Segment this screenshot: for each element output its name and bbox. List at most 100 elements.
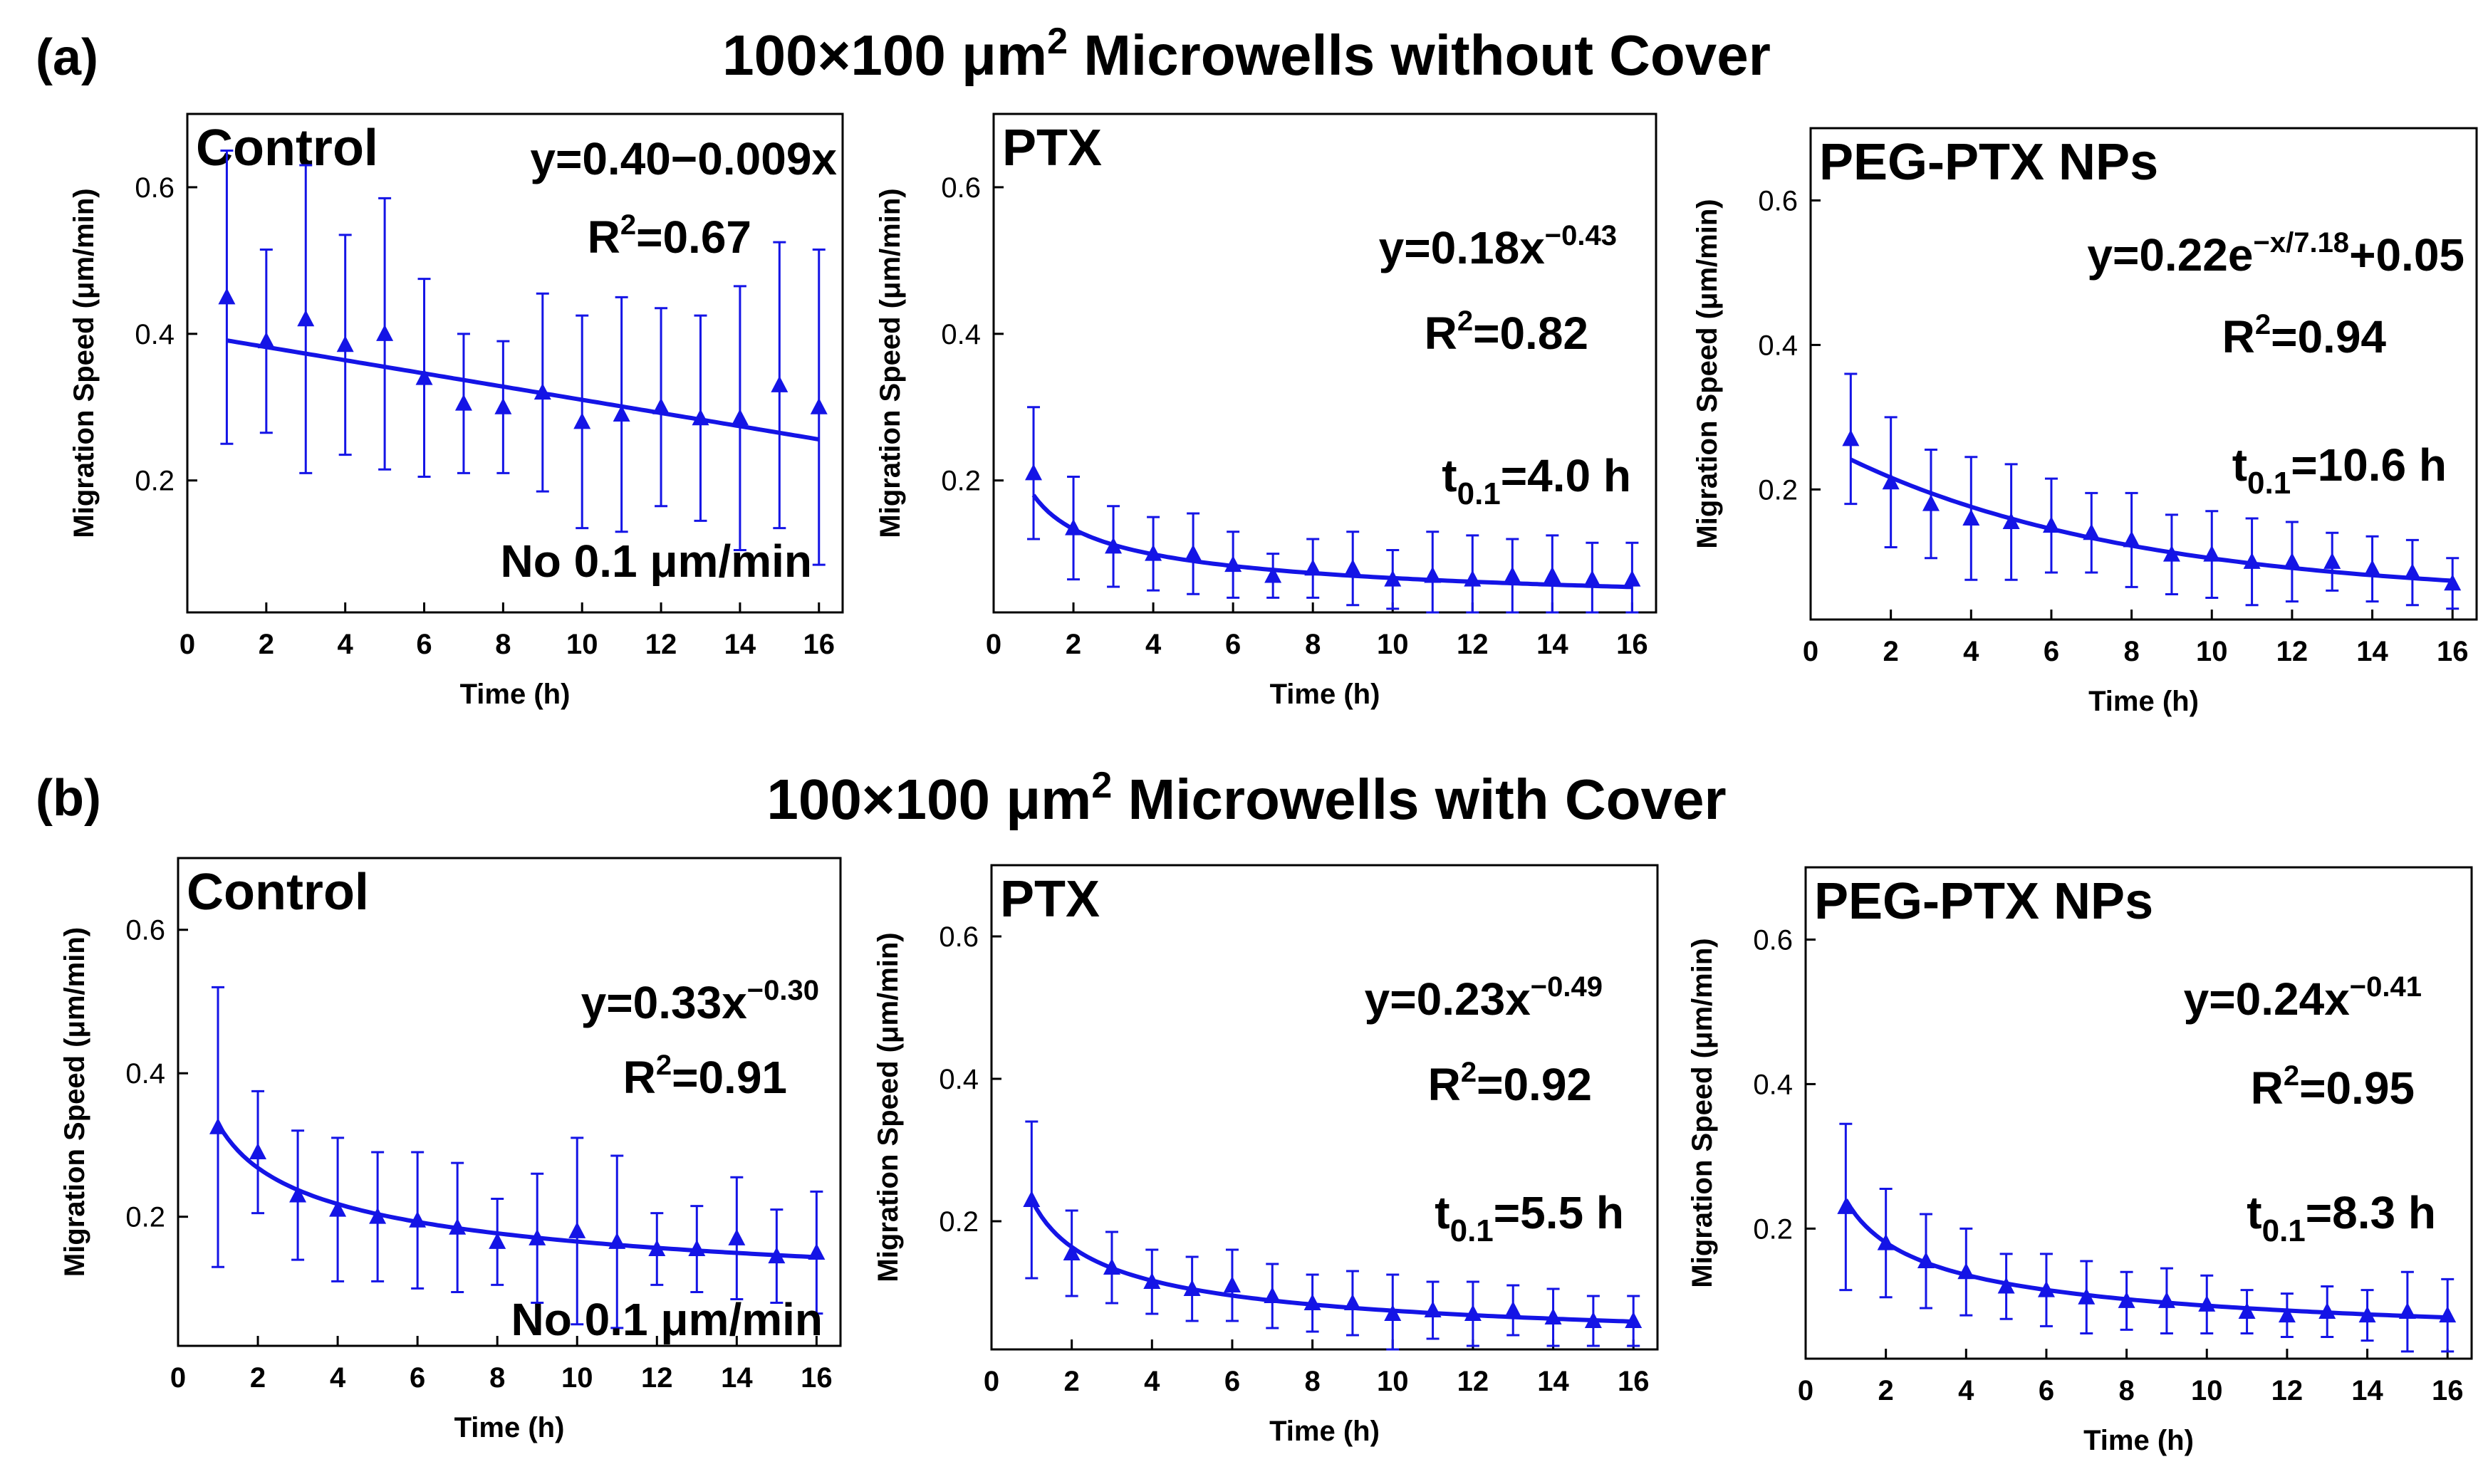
annotation-main: R (588, 211, 620, 263)
data-point (1143, 1273, 1161, 1289)
x-tick-label: 14 (2351, 1375, 2383, 1406)
x-tick-label: 12 (2276, 636, 2309, 667)
y-tick-label: 0.2 (939, 1206, 979, 1238)
panel-title: PEG-PTX NPs (1814, 873, 2153, 930)
y-tick-label: 0.2 (1758, 474, 1798, 506)
x-tick-label: 14 (1536, 629, 1568, 660)
data-point (2198, 1295, 2216, 1312)
data-point (1464, 1305, 1482, 1321)
x-tick-label: 10 (2191, 1375, 2223, 1406)
panel-title: Control (187, 864, 369, 921)
annotation-tail: =4.0 h (1501, 450, 1631, 501)
data-point (2358, 1306, 2376, 1323)
plot-frame (990, 864, 1659, 1351)
annotation: y=0.18x−0.43 (1379, 220, 1617, 273)
panel-b-control: 0 2 4 6 8 10 12 14 16 0.2 0.4 0.6 Time (h) Migration … (59, 857, 842, 1443)
x-tick-label: 16 (801, 1362, 833, 1394)
data-point (2323, 552, 2341, 569)
data-point (688, 1240, 706, 1257)
x-tick-label: 6 (1224, 1366, 1240, 1397)
y-axis-label: Migration Speed (μm/min) (68, 188, 100, 538)
annotation-tail: =8.3 h (2306, 1187, 2436, 1238)
annotation-sup: 2 (2255, 309, 2271, 340)
x-tick-label: 2 (259, 629, 274, 660)
fit-curve (226, 338, 820, 442)
annotation-sup: −0.49 (1531, 971, 1603, 1003)
annotation-sup: 2 (620, 209, 636, 241)
annotation: t0.1=5.5 h (1435, 1187, 1624, 1248)
data-point (2439, 1306, 2457, 1323)
x-tick-label: 8 (495, 629, 511, 660)
x-tick-label: 14 (1537, 1366, 1569, 1397)
x-axis-label: Time (h) (1270, 679, 1380, 710)
data-point (2162, 545, 2180, 562)
row-a-label: (a) (36, 29, 98, 86)
x-tick-label: 0 (1803, 636, 1818, 667)
annotation-sup: −x/7.18 (2253, 227, 2349, 258)
data-point (2444, 574, 2462, 591)
x-tick-label: 2 (1064, 1366, 1080, 1397)
annotation: No 0.1 μm/min (501, 535, 812, 587)
data-point (2037, 1280, 2055, 1297)
x-tick-label: 6 (1225, 629, 1241, 660)
data-point (808, 1243, 826, 1260)
annotation-main: R (1425, 308, 1457, 359)
annotation-tail: =0.95 (2299, 1062, 2415, 1114)
annotation-main: y=0.24x (2184, 973, 2351, 1025)
panel-title: PTX (1002, 120, 1102, 177)
data-point (1583, 570, 1601, 587)
x-tick-label: 2 (1883, 636, 1899, 667)
data-point (1957, 1263, 1975, 1280)
data-point (1264, 566, 1282, 583)
annotation-main: R (1428, 1059, 1461, 1110)
annotation: t0.1=8.3 h (2247, 1187, 2436, 1248)
annotation-tail: =0.82 (1473, 308, 1588, 359)
x-axis-label: Time (h) (460, 679, 571, 710)
x-axis-label: Time (h) (1269, 1416, 1380, 1447)
data-point (1223, 1276, 1241, 1292)
x-tick-label: 0 (170, 1362, 186, 1394)
y-tick-label: 0.4 (1758, 330, 1798, 361)
plot-frame (177, 857, 842, 1347)
x-tick-label: 16 (1616, 629, 1648, 660)
annotation: y=0.40−0.009x (530, 133, 837, 184)
y-tick-label: 0.6 (135, 172, 175, 204)
y-tick-label: 0.2 (135, 466, 175, 497)
annotation-main: y=0.18x (1379, 222, 1546, 273)
x-tick-label: 0 (1798, 1375, 1813, 1406)
annotation-sup: 2 (1461, 1057, 1477, 1088)
annotation-sub: 0.1 (2262, 1213, 2306, 1248)
data-point (1544, 566, 1561, 583)
x-tick-label: 2 (1878, 1375, 1894, 1406)
y-tick-label: 0.6 (125, 915, 165, 946)
data-point (1584, 1312, 1602, 1328)
annotation-sup: −0.41 (2350, 971, 2422, 1003)
data-point (1962, 508, 1980, 526)
data-point (768, 1247, 786, 1264)
annotation-sup: −0.30 (747, 975, 819, 1006)
x-tick-label: 0 (986, 629, 1001, 660)
annotation: No 0.1 μm/min (511, 1294, 823, 1345)
x-tick-label: 12 (645, 629, 677, 660)
data-point (692, 409, 709, 426)
data-point (1023, 1191, 1041, 1207)
x-tick-label: 14 (724, 629, 756, 660)
data-point (2083, 523, 2101, 540)
data-point (1877, 1233, 1895, 1250)
y-axis-label: Migration Speed (μm/min) (875, 188, 906, 538)
data-point (731, 409, 749, 426)
data-point (249, 1143, 267, 1160)
annotation: R2=0.91 (623, 1050, 787, 1103)
annotation-sub: 0.1 (1450, 1213, 1494, 1248)
row-b-title-sup: 2 (1091, 765, 1112, 806)
y-tick-label: 0.6 (941, 172, 981, 204)
data-point (1185, 544, 1202, 561)
annotation-sup: 2 (1457, 305, 1473, 337)
data-point (728, 1228, 746, 1245)
data-point (2002, 513, 2020, 530)
annotation-main: No 0.1 μm/min (501, 535, 812, 587)
y-axis-label: Migration Speed (μm/min) (1692, 199, 1723, 548)
data-point (329, 1200, 347, 1217)
x-tick-label: 0 (984, 1366, 999, 1397)
